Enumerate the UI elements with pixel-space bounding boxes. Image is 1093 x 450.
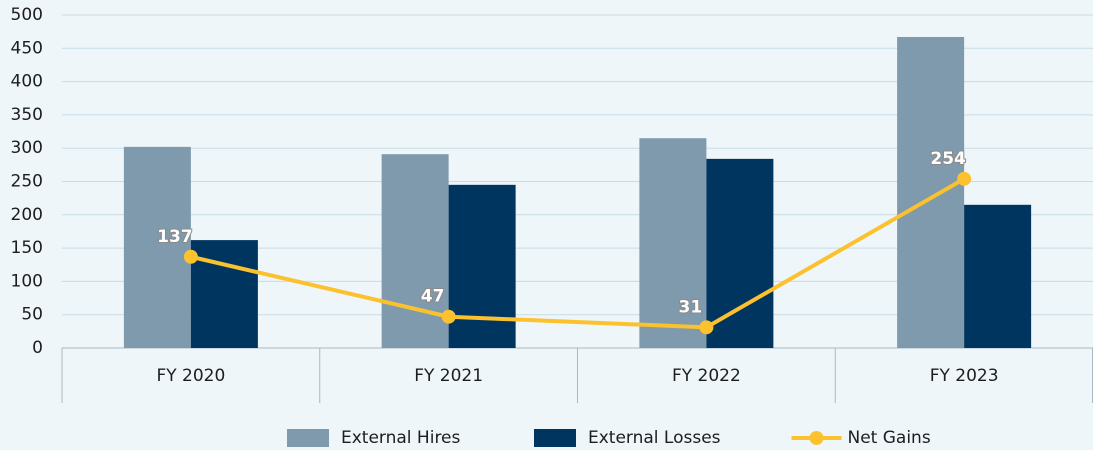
bar: [964, 204, 1032, 348]
line: [190, 177, 966, 330]
point: [441, 309, 456, 324]
data-label: 31: [679, 297, 703, 317]
y-tick-label: 250: [11, 172, 43, 192]
legend-swatch: [809, 431, 824, 445]
data-label: 137: [157, 227, 193, 247]
y-tick-label: 100: [11, 271, 43, 291]
bar: [381, 154, 449, 348]
point: [183, 249, 198, 264]
point: [957, 171, 972, 186]
x-tick-label: FY 2022: [672, 366, 741, 386]
y-tick-label: 50: [21, 305, 43, 325]
y-tick-label: 150: [11, 238, 43, 258]
legend-label: Net Gains: [848, 428, 931, 448]
bar: [706, 158, 774, 348]
x-tick-label: FY 2020: [156, 366, 225, 386]
legend-swatch: [534, 429, 576, 447]
bar: [897, 36, 965, 349]
legend-label: External Losses: [588, 428, 721, 448]
bar: [639, 138, 707, 348]
x-tick-label: FY 2021: [414, 366, 483, 386]
y-tick-label: 450: [11, 38, 43, 58]
y-tick-label: 350: [11, 105, 43, 125]
legend-swatch: [287, 429, 329, 447]
y-tick-label: 300: [11, 138, 43, 158]
y-tick-label: 400: [11, 72, 43, 92]
x-tick-label: FY 2023: [930, 366, 999, 386]
y-tick-label: 0: [32, 338, 43, 358]
y-tick-label: 500: [11, 5, 43, 25]
bar: [123, 146, 191, 348]
data-label: 47: [421, 287, 445, 307]
y-tick-label: 200: [11, 205, 43, 225]
point: [699, 320, 714, 335]
data-label: 254: [930, 149, 966, 169]
bar: [448, 184, 516, 348]
legend-label: External Hires: [341, 428, 461, 448]
bar: [190, 240, 258, 348]
